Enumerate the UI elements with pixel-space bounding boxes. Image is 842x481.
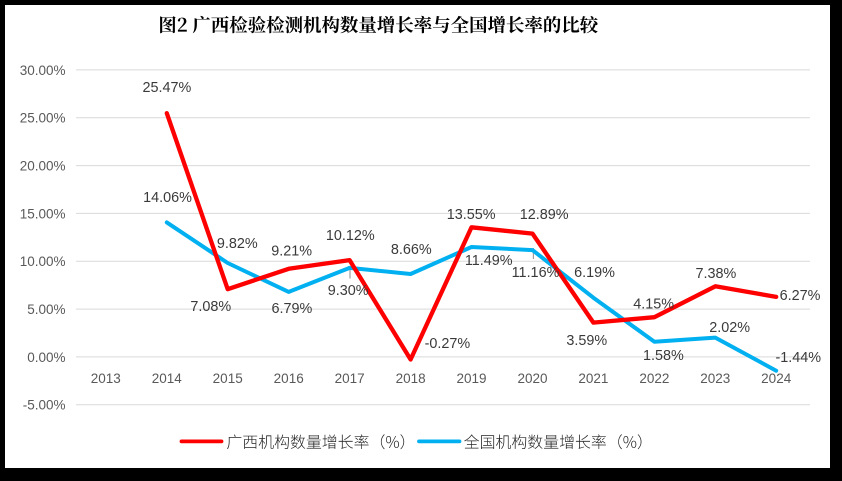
- svg-text:25.47%: 25.47%: [142, 80, 191, 96]
- svg-text:25.00%: 25.00%: [20, 111, 66, 126]
- svg-text:12.89%: 12.89%: [520, 207, 569, 223]
- svg-text:14.06%: 14.06%: [143, 190, 192, 206]
- svg-text:5.00%: 5.00%: [27, 302, 65, 317]
- svg-text:9.82%: 9.82%: [217, 236, 258, 252]
- svg-text:2020: 2020: [517, 371, 547, 386]
- svg-text:2017: 2017: [335, 371, 365, 386]
- svg-text:2023: 2023: [700, 371, 730, 386]
- svg-text:10.00%: 10.00%: [20, 254, 66, 269]
- svg-text:2019: 2019: [456, 371, 486, 386]
- svg-text:9.30%: 9.30%: [328, 283, 369, 299]
- svg-text:2021: 2021: [578, 371, 608, 386]
- svg-text:20.00%: 20.00%: [20, 159, 66, 174]
- svg-text:2.02%: 2.02%: [709, 320, 750, 336]
- svg-text:-5.00%: -5.00%: [23, 398, 66, 413]
- svg-text:11.16%: 11.16%: [512, 265, 560, 281]
- svg-text:2015: 2015: [213, 371, 243, 386]
- svg-text:2013: 2013: [91, 371, 121, 386]
- svg-text:6.27%: 6.27%: [780, 288, 821, 304]
- svg-text:2024: 2024: [761, 371, 792, 386]
- svg-text:-1.44%: -1.44%: [775, 350, 821, 366]
- svg-text:13.55%: 13.55%: [447, 207, 496, 223]
- svg-text:2018: 2018: [396, 371, 426, 386]
- svg-text:7.08%: 7.08%: [190, 299, 231, 315]
- svg-text:2016: 2016: [274, 371, 304, 386]
- svg-text:4.15%: 4.15%: [633, 297, 674, 313]
- svg-text:7.38%: 7.38%: [695, 266, 736, 282]
- svg-text:6.79%: 6.79%: [271, 301, 312, 317]
- svg-text:10.12%: 10.12%: [326, 228, 375, 244]
- svg-text:0.00%: 0.00%: [27, 350, 65, 365]
- svg-text:9.21%: 9.21%: [271, 244, 312, 260]
- svg-text:-0.27%: -0.27%: [425, 336, 471, 352]
- svg-text:6.19%: 6.19%: [574, 265, 615, 281]
- svg-text:3.59%: 3.59%: [566, 333, 607, 349]
- svg-text:2014: 2014: [152, 371, 183, 386]
- svg-text:15.00%: 15.00%: [20, 206, 66, 221]
- svg-text:30.00%: 30.00%: [20, 63, 66, 78]
- svg-text:11.49%: 11.49%: [465, 253, 513, 269]
- svg-text:8.66%: 8.66%: [391, 242, 432, 258]
- svg-text:1.58%: 1.58%: [643, 348, 684, 364]
- svg-text:2022: 2022: [639, 371, 669, 386]
